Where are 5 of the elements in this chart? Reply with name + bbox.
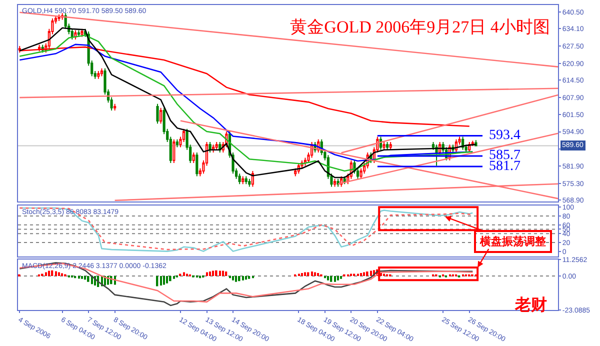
annotation: 老财 (514, 296, 547, 314)
text: 黄金GOLD 2006年9月27日 4小时图 (290, 18, 550, 37)
annotation: 横盘振荡调整 (479, 235, 547, 248)
series-label: 593.4 (489, 128, 520, 143)
series-label: 581.7 (489, 159, 520, 174)
